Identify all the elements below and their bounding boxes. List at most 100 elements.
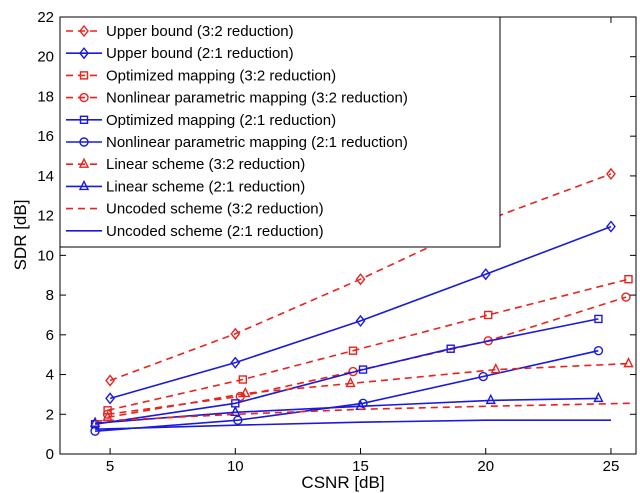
data-point: [105, 374, 115, 387]
legend-entry: Uncoded scheme (2:1 reduction): [66, 223, 324, 240]
legend-label: Optimized mapping (2:1 reduction): [106, 112, 336, 129]
y-tick-label: 8: [46, 287, 54, 304]
x-tick-label: 10: [227, 458, 244, 475]
legend-marker: [79, 24, 89, 38]
data-point: [230, 405, 241, 416]
series-line: [109, 173, 612, 382]
legend-marker: [79, 115, 89, 125]
data-point: [355, 273, 366, 286]
data-point: [484, 310, 493, 320]
data-point: [358, 365, 368, 374]
series-line: [94, 318, 599, 425]
legend-label: Uncoded scheme (3:2 reduction): [106, 201, 324, 218]
data-point: [348, 346, 358, 355]
legend-box: [59, 16, 501, 248]
legend-entry: Nonlinear parametric mapping (3:2 reduct…: [66, 90, 408, 107]
data-point: [105, 392, 115, 405]
legend-entry: Uncoded scheme (3:2 reduction): [66, 201, 324, 218]
series-line: [95, 349, 599, 432]
series-line: [107, 296, 627, 416]
legend-entry: Optimized mapping (2:1 reduction): [66, 112, 336, 129]
series-7: [102, 357, 634, 421]
data-point: [345, 376, 356, 388]
data-point: [490, 363, 501, 374]
y-axis-label: SDR [dB]: [11, 200, 30, 271]
y-tick-label: 10: [37, 247, 54, 264]
y-tick-label: 20: [37, 49, 54, 66]
legend-label: Nonlinear parametric mapping (2:1 reduct…: [106, 134, 408, 151]
series-6: [90, 346, 604, 436]
data-point: [594, 314, 603, 324]
legend-marker: [79, 92, 89, 103]
y-tick-label: 22: [37, 9, 54, 26]
series-line: [107, 362, 629, 419]
series-line: [95, 402, 632, 422]
series-5: [90, 314, 603, 429]
legend-label: Upper bound (3:2 reduction): [106, 23, 294, 40]
series-line: [95, 419, 611, 430]
legend-entry: Upper bound (2:1 reduction): [66, 45, 294, 62]
data-point: [102, 409, 113, 419]
data-point: [624, 275, 633, 284]
series-line: [109, 225, 612, 400]
legend-label: Linear scheme (2:1 reduction): [106, 178, 305, 195]
y-tick-label: 4: [46, 367, 54, 384]
data-point: [485, 393, 496, 405]
data-point: [90, 426, 100, 436]
x-tick-label: 15: [352, 458, 369, 475]
y-tick-label: 0: [46, 446, 54, 463]
data-point: [623, 357, 634, 368]
series-3: [103, 275, 633, 415]
axes: 5 10 15 20 25 0 2 4 6 8 10 12 14 16 18 20 22: [37, 9, 636, 475]
legend-label: Upper bound (2:1 reduction): [106, 45, 294, 62]
legend-label: Optimized mapping (3:2 reduction): [106, 67, 336, 84]
data-point: [230, 327, 241, 340]
data-point: [593, 391, 604, 403]
data-point: [233, 415, 243, 425]
data-point: [89, 416, 101, 427]
legend-entry: Linear scheme (3:2 reduction): [66, 156, 305, 173]
y-tick-label: 18: [37, 88, 54, 105]
y-tick-label: 2: [46, 406, 54, 423]
legend-marker: [78, 157, 90, 168]
x-tick-label: 5: [106, 458, 114, 475]
data-point: [606, 220, 616, 233]
series-10: [95, 419, 611, 430]
series-2: [105, 220, 616, 405]
legend-marker: [79, 47, 89, 60]
data-point: [355, 314, 366, 328]
series-9: [95, 402, 632, 422]
legend-entry: Upper bound (3:2 reduction): [66, 23, 294, 40]
x-axis-label: CSNR [dB]: [301, 473, 384, 492]
legend-marker: [79, 137, 89, 147]
legend-label: Nonlinear parametric mapping (3:2 reduct…: [106, 90, 408, 107]
data-point: [593, 346, 604, 356]
data-point: [606, 167, 616, 181]
data-point: [478, 371, 488, 382]
x-tick-label: 20: [477, 458, 494, 475]
legend-marker: [79, 71, 89, 80]
plot-marks: [89, 167, 634, 436]
legend-label: Uncoded scheme (2:1 reduction): [106, 223, 324, 240]
data-point: [446, 344, 455, 353]
series-line: [95, 397, 599, 424]
data-point: [238, 375, 248, 384]
legend-entry: Nonlinear parametric mapping (2:1 reduct…: [66, 134, 408, 151]
y-tick-label: 6: [46, 327, 54, 344]
data-point: [480, 268, 491, 281]
legend-entry: Optimized mapping (3:2 reduction): [66, 67, 336, 84]
legend-entry: Linear scheme (2:1 reduction): [66, 178, 305, 195]
series-8: [89, 391, 604, 427]
y-tick-label: 14: [37, 168, 54, 185]
data-point: [230, 356, 241, 369]
legend-marker: [78, 179, 90, 191]
series-line: [107, 278, 629, 412]
x-tick-label: 25: [603, 458, 620, 475]
legend: Upper bound (3:2 reduction) Upper bound (…: [59, 16, 501, 248]
y-tick-label: 16: [37, 128, 54, 145]
data-point: [240, 386, 251, 398]
legend-label: Linear scheme (3:2 reduction): [106, 156, 305, 173]
y-tick-label: 12: [37, 208, 54, 225]
data-point: [621, 292, 631, 302]
